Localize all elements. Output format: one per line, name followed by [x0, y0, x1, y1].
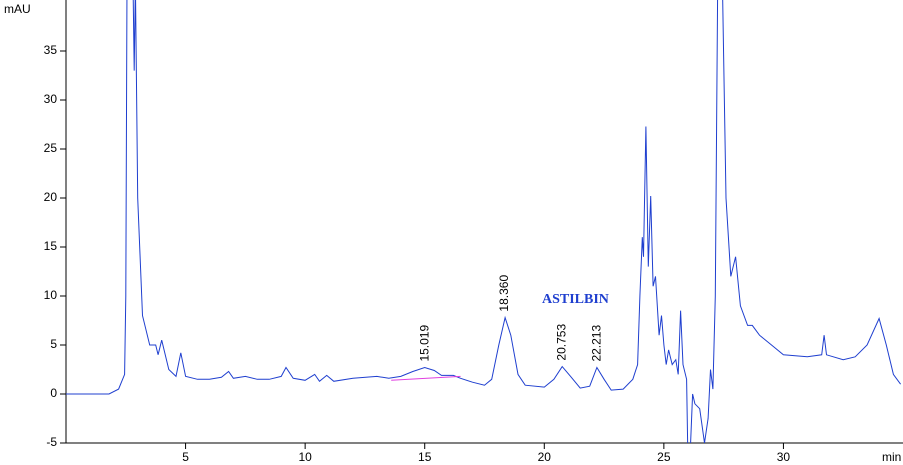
y-tick-label: 30	[44, 92, 58, 106]
peak-label: 20.753	[554, 324, 568, 361]
y-axis-label: mAU	[4, 2, 31, 16]
plot-area	[66, 0, 902, 443]
x-tick-label: 10	[298, 450, 312, 464]
x-tick-label: 30	[777, 450, 791, 464]
peak-label: 22.213	[589, 325, 603, 362]
y-tick-label: 25	[44, 141, 58, 155]
x-axis-label: min	[882, 450, 901, 464]
x-tick-label: 25	[657, 450, 671, 464]
annotation: ASTILBIN	[542, 292, 609, 307]
y-tick-label: 0	[50, 386, 57, 400]
x-tick-label: 20	[538, 450, 552, 464]
y-tick-label: 20	[44, 190, 58, 204]
x-tick-label: 5	[182, 450, 189, 464]
y-tick-label: 10	[44, 288, 58, 302]
peak-label: 15.019	[417, 325, 431, 362]
y-tick-label: -5	[46, 435, 57, 449]
peak-label: 18.360	[497, 275, 511, 312]
x-tick-label: 15	[418, 450, 432, 464]
y-tick-label: 5	[50, 337, 57, 351]
y-tick-label: 15	[44, 239, 58, 253]
y-tick-label: 35	[44, 43, 58, 57]
trace	[66, 0, 902, 443]
